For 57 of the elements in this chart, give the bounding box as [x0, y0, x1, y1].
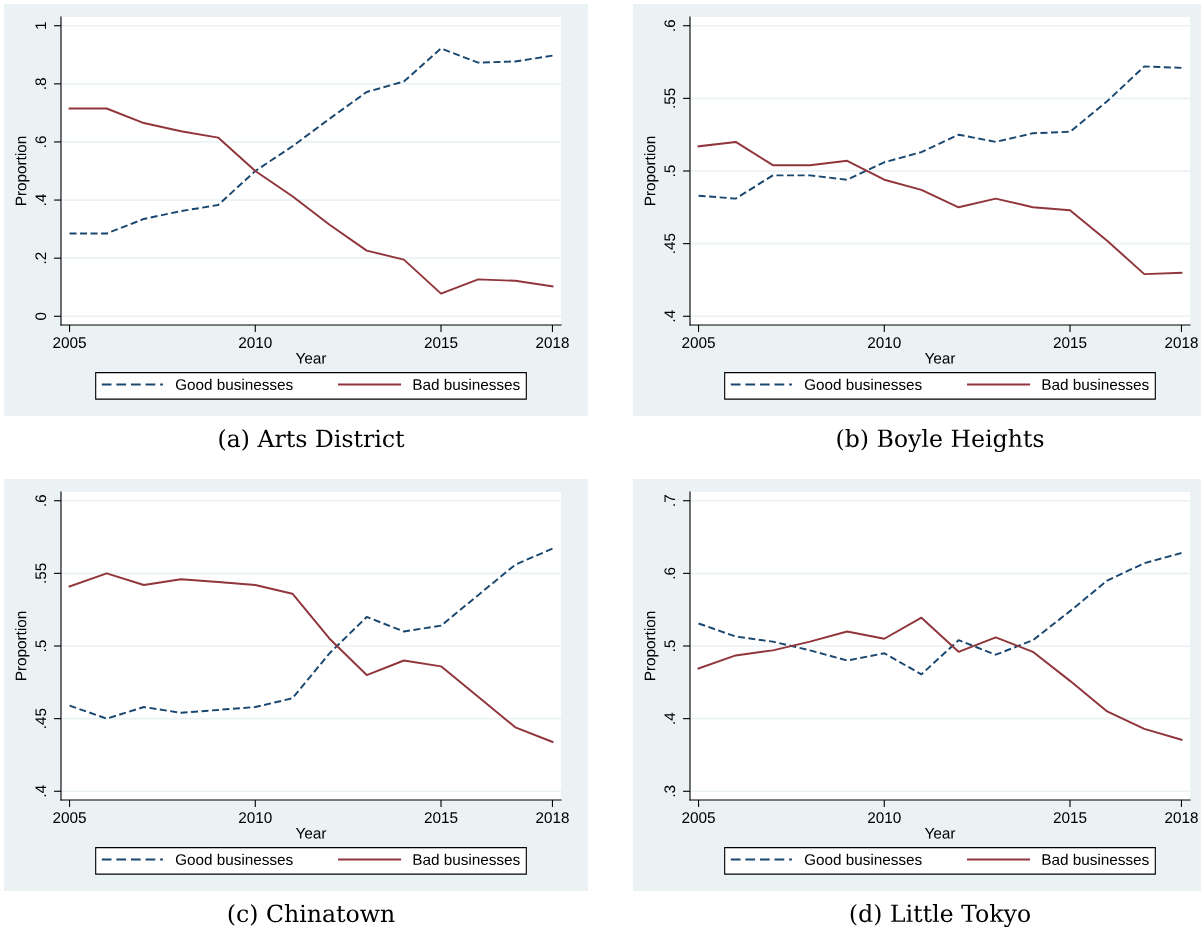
- x-tick-label: 2010: [868, 337, 901, 349]
- y-tick-label: .4: [35, 785, 47, 797]
- text: (d) Little Tokyo: [850, 903, 1030, 928]
- y-axis-title: Proportion: [15, 136, 30, 205]
- y-tick-label: .6: [664, 567, 676, 579]
- text: (c) Chinatown: [228, 904, 395, 926]
- x-tick-label: 2005: [53, 337, 86, 349]
- x-tick-label: 2015: [424, 812, 458, 824]
- x-tick-label: 2015: [1053, 337, 1087, 349]
- y-tick-label: .6: [35, 495, 47, 506]
- y-tick-label: .6: [664, 20, 676, 31]
- x-axis-title: Year: [295, 353, 327, 364]
- x-tick-label: 2010: [239, 337, 272, 349]
- y-tick-label: .4: [664, 310, 676, 322]
- y-tick-label: .45: [35, 708, 47, 728]
- x-tick-label: 2018: [1165, 337, 1198, 349]
- x-tick-label: 2005: [682, 337, 715, 349]
- y-tick-label: .5: [664, 640, 676, 651]
- y-tick-label: .5: [35, 640, 47, 651]
- x-tick-label: 2005: [682, 812, 715, 824]
- legend-label: Bad businesses: [1042, 853, 1149, 866]
- x-tick-label: 2005: [53, 812, 86, 824]
- x-tick-label: 2010: [868, 812, 901, 824]
- y-tick-label: .7: [664, 495, 676, 506]
- y-axis-title: Proportion: [644, 136, 659, 205]
- x-tick-label: 2018: [1165, 812, 1198, 824]
- legend-label: Bad businesses: [413, 853, 520, 866]
- y-tick-label: .6: [35, 136, 47, 147]
- x-tick-label: 2018: [536, 337, 569, 349]
- x-tick-label: 2015: [424, 337, 458, 349]
- x-axis-title: Year: [924, 828, 956, 839]
- y-axis-title: Proportion: [15, 611, 30, 680]
- x-axis-title: Year: [924, 353, 956, 364]
- legend-label: Good businesses: [175, 378, 293, 391]
- x-tick-label: 2018: [536, 812, 569, 824]
- y-tick-label: .8: [35, 78, 47, 89]
- y-tick-label: 1: [35, 22, 47, 29]
- y-tick-label: .45: [664, 233, 676, 253]
- legend-label: Bad businesses: [1042, 378, 1149, 391]
- legend-label: Good businesses: [804, 378, 922, 391]
- legend-label: Good businesses: [175, 853, 293, 866]
- text: (a) Arts District: [219, 429, 405, 451]
- text: (b) Boyle Heights: [837, 428, 1044, 453]
- y-tick-label: 0: [35, 312, 47, 320]
- x-tick-label: 2015: [1053, 812, 1087, 824]
- legend-label: Bad businesses: [413, 378, 520, 391]
- y-axis-title: Proportion: [644, 611, 659, 680]
- y-tick-label: .2: [35, 252, 47, 264]
- y-tick-label: .55: [664, 88, 676, 108]
- legend-label: Good businesses: [804, 853, 922, 866]
- y-tick-label: .5: [664, 165, 676, 176]
- y-tick-label: .4: [35, 194, 47, 206]
- x-axis-title: Year: [295, 828, 327, 839]
- x-tick-label: 2010: [239, 812, 272, 824]
- y-tick-label: .4: [664, 712, 676, 724]
- y-tick-label: .3: [664, 785, 676, 797]
- y-tick-label: .55: [35, 563, 47, 583]
